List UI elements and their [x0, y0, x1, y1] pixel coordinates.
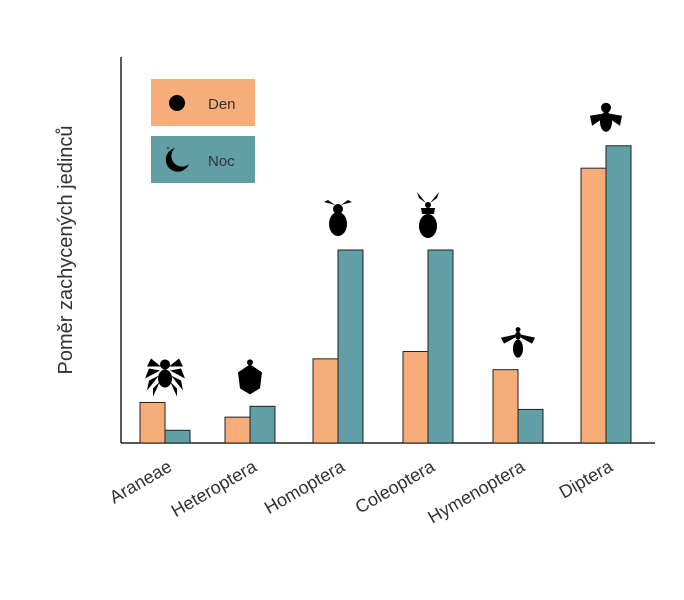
- bar-diptera-noc: [605, 145, 632, 444]
- wasp-icon: [501, 321, 535, 358]
- bar-araneae-den: [139, 401, 166, 444]
- x-tick-heteroptera: Heteroptera: [168, 456, 261, 521]
- bar-araneae-noc: [164, 429, 191, 444]
- stink-bug-icon: [232, 352, 268, 397]
- bar-coleoptera-noc: [427, 249, 454, 444]
- aphid-icon: [321, 200, 355, 238]
- fly-icon: [590, 102, 622, 132]
- legend-label-den: Den: [208, 96, 236, 113]
- y-axis-label: Poměr zachycených jedinců: [55, 125, 77, 374]
- bar-diptera-den: [580, 167, 607, 444]
- legend-swatch-den: [151, 79, 255, 126]
- bar-heteroptera-noc: [249, 405, 276, 444]
- bars-layer: [139, 145, 632, 444]
- x-tick-coleoptera: Coleoptera: [352, 456, 439, 518]
- legend-item-noc: Noc: [151, 136, 255, 183]
- legend-label-noc: Noc: [208, 153, 235, 170]
- chart-axes: [120, 57, 655, 444]
- beetle-icon: [411, 192, 445, 240]
- legend-item-den: Den: [151, 79, 255, 126]
- bar-hymenoptera-den: [492, 369, 519, 444]
- x-tick-diptera: Diptera: [556, 456, 617, 503]
- spider-icon: [145, 358, 185, 397]
- bar-coleoptera-den: [402, 351, 429, 444]
- x-tick-homoptera: Homoptera: [261, 456, 349, 518]
- x-tick-hymenoptera: Hymenoptera: [424, 456, 528, 528]
- bar-hymenoptera-noc: [517, 408, 544, 444]
- legend: Den Noc: [151, 79, 255, 183]
- bar-homoptera-den: [312, 358, 339, 444]
- bar-heteroptera-den: [224, 416, 251, 444]
- x-tick-araneae: Araneae: [106, 456, 175, 507]
- bar-homoptera-noc: [337, 249, 364, 444]
